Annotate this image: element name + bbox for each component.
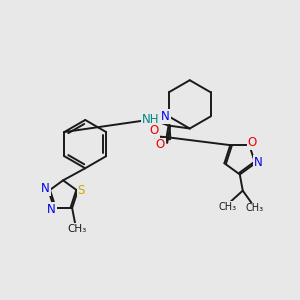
Text: O: O bbox=[248, 136, 257, 149]
Text: O: O bbox=[156, 139, 165, 152]
Text: NH: NH bbox=[142, 112, 159, 126]
Text: CH₃: CH₃ bbox=[245, 203, 264, 213]
Text: N: N bbox=[47, 203, 56, 216]
Text: CH₃: CH₃ bbox=[67, 224, 86, 234]
Text: N: N bbox=[161, 110, 170, 123]
Text: N: N bbox=[254, 156, 263, 169]
Text: N: N bbox=[41, 182, 50, 195]
Text: S: S bbox=[77, 184, 85, 197]
Text: O: O bbox=[149, 124, 159, 137]
Text: CH₃: CH₃ bbox=[218, 202, 236, 212]
